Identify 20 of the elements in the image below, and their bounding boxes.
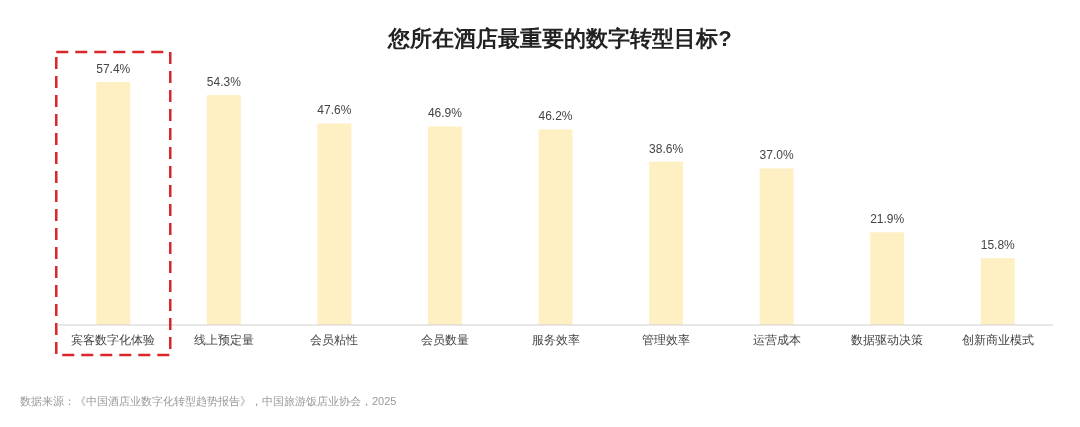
chart-title: 您所在酒店最重要的数字转型目标? [387,26,732,51]
data-label: 46.2% [538,109,573,124]
x-tick-label: 服务效率 [531,333,580,347]
x-tick-label: 会员粘性 [310,333,359,347]
data-label: 37.0% [759,148,794,163]
data-label: 57.4% [96,62,131,76]
data-label: 47.6% [317,103,352,118]
x-tick-label: 运营成本 [752,333,801,347]
data-label: 38.6% [649,141,684,156]
x-tick-label: 宾客数字化体验 [71,333,156,347]
data-label: 21.9% [870,212,905,227]
data-label: 15.8% [980,238,1016,253]
x-tick-label: 会员数量 [420,333,469,347]
data-label: 46.9% [427,106,463,121]
x-tick-label: 管理效率 [642,333,691,347]
x-tick-label: 创新商业模式 [961,333,1034,347]
x-tick-label: 线上预定量 [193,333,254,347]
data-label: 54.3% [206,75,242,90]
source-note: 数据来源：《中国酒店业数字化转型趋势报告》，中国旅游饭店业协会，2025 [20,395,397,407]
x-tick-label: 数据驱动决策 [851,333,924,347]
